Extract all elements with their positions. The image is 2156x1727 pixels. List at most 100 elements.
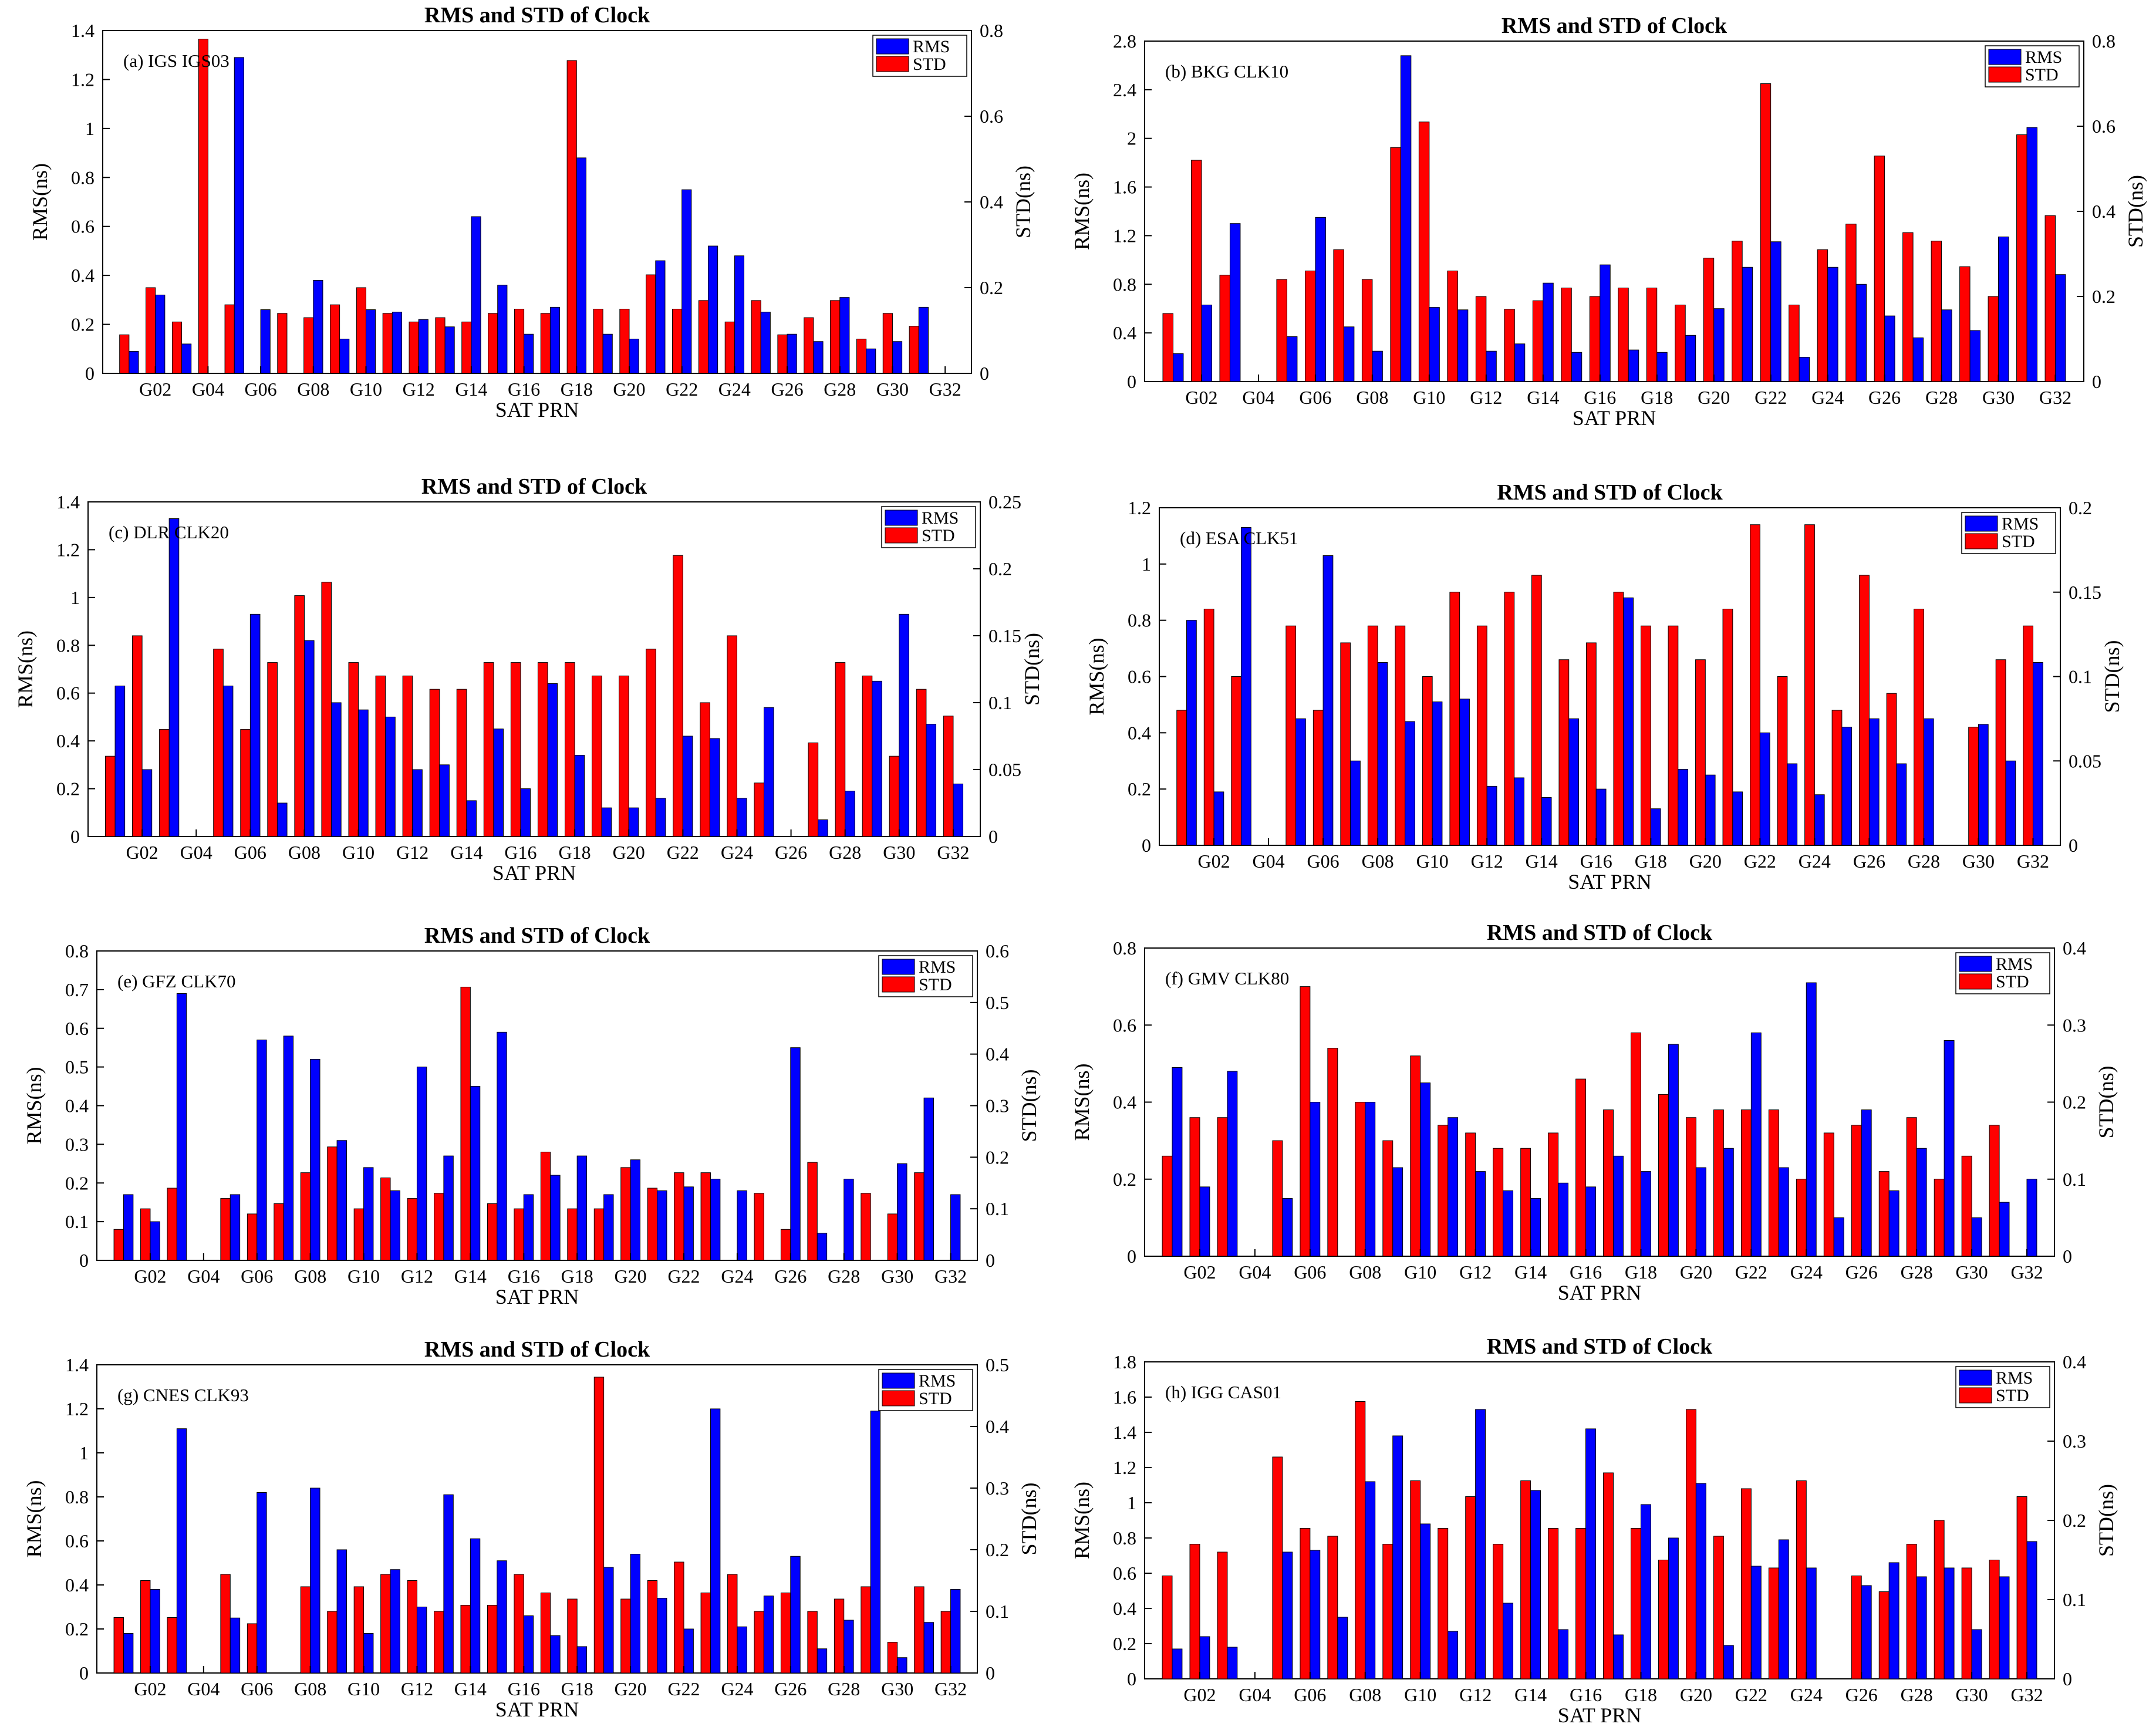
x-tick-label: G26 xyxy=(1845,1261,1878,1283)
bar-rms-G07 xyxy=(1350,760,1361,846)
y-axis-label: RMS(ns) xyxy=(1070,1482,1094,1559)
bar-std-G27 xyxy=(807,1162,818,1261)
x-tick-label: G06 xyxy=(1307,851,1340,872)
bar-rms-G10 xyxy=(363,1167,374,1261)
bar-std-G13 xyxy=(434,1193,444,1261)
y-tick-label: 1.2 xyxy=(71,69,95,90)
y-tick-label: 0.8 xyxy=(1113,274,1136,295)
x-tick-label: G30 xyxy=(881,1266,913,1287)
bar-rms-G12 xyxy=(416,1607,427,1674)
x-tick-label: G10 xyxy=(1416,851,1449,872)
x-tick-label: G08 xyxy=(1362,851,1394,872)
bar-rms-G11 xyxy=(385,716,396,837)
y2-tick-label: 0.2 xyxy=(2063,1092,2086,1113)
bar-std-G20 xyxy=(619,309,630,374)
bar-rms-G11 xyxy=(1459,699,1470,846)
bar-std-G31 xyxy=(1989,1560,2000,1679)
bar-std-G03 xyxy=(167,1617,177,1674)
bar-std-G28 xyxy=(830,300,841,374)
legend-swatch-std xyxy=(882,976,915,993)
bar-rms-G17 xyxy=(549,306,561,374)
bar-rms-G32 xyxy=(2055,274,2066,382)
x-tick-label: G02 xyxy=(139,379,171,400)
bar-rms-G05 xyxy=(230,1194,241,1261)
bar-std-G14 xyxy=(456,689,467,837)
y2-tick-label: 0.8 xyxy=(2092,31,2115,52)
bar-std-G23 xyxy=(700,702,710,837)
bar-std-G32 xyxy=(943,716,954,837)
bar-rms-G02 xyxy=(1199,1636,1210,1679)
bar-rms-G12 xyxy=(1486,350,1497,382)
x-tick-label: G20 xyxy=(615,1678,647,1699)
bar-std-G15 xyxy=(488,313,498,374)
bar-std-G17 xyxy=(1603,1109,1614,1257)
bar-std-G03 xyxy=(1231,676,1242,846)
chart-panel-7: RMS and STD of Clock 0 0.2 0.4 0.6 0.8 1 1.2 1.4… xyxy=(22,1337,1041,1721)
bar-rms-G21 xyxy=(655,798,666,837)
bar-rms-G26 xyxy=(790,1556,801,1674)
bar-std-G08 xyxy=(1355,1401,1366,1679)
bar-rms-G22 xyxy=(1770,241,1782,382)
bar-std-G21 xyxy=(1713,1109,1724,1257)
bar-std-G24 xyxy=(724,321,735,374)
chart-title: RMS and STD of Clock xyxy=(424,3,650,28)
bar-rms-G21 xyxy=(1732,791,1743,846)
bar-rms-G19 xyxy=(1668,1537,1679,1679)
bar-std-G21 xyxy=(1713,1536,1724,1679)
bar-std-G22 xyxy=(673,555,683,837)
y-tick-label: 1.4 xyxy=(1113,1422,1136,1443)
bar-std-G13 xyxy=(1504,592,1515,846)
bar-rms-G06 xyxy=(1315,217,1326,382)
legend-swatch-rms xyxy=(1965,515,1998,532)
bar-std-G13 xyxy=(1504,309,1515,382)
bar-std-G25 xyxy=(1823,1132,1834,1257)
chart-panel-1: RMS and STD of Clock 0 0.2 0.4 0.6 0.8 1 1.2 1.4… xyxy=(28,3,1035,421)
bar-std-G21 xyxy=(647,1188,658,1261)
bar-std-G02 xyxy=(132,635,143,837)
chart-panel-8: RMS and STD of Clock 0 0.2 0.4 0.6 0.8 1 1.2 1.4… xyxy=(1070,1334,2118,1727)
y2-tick-label: 0.15 xyxy=(988,625,1021,646)
bar-std-G02 xyxy=(1203,609,1214,846)
bar-std-G30 xyxy=(1961,1155,1972,1257)
y-tick-label: 0.6 xyxy=(65,1018,89,1039)
bar-rms-G31 xyxy=(1999,1576,2010,1679)
bar-std-G23 xyxy=(1768,1109,1779,1257)
bar-std-G16 xyxy=(514,1208,524,1261)
bar-rms-G27 xyxy=(1888,1190,1899,1257)
y-tick-label: 0.6 xyxy=(1128,666,1151,687)
bar-std-G30 xyxy=(882,313,893,374)
bar-rms-G03 xyxy=(168,518,180,837)
bar-std-G12 xyxy=(407,1198,417,1261)
bar-std-G31 xyxy=(914,1172,925,1261)
bar-rms-G01 xyxy=(1186,620,1197,846)
legend-label-std: STD xyxy=(919,975,952,994)
legend-label-rms: RMS xyxy=(2002,514,2039,534)
bar-rms-G08 xyxy=(1377,662,1388,846)
x-tick-label: G24 xyxy=(1790,1684,1823,1705)
bar-std-G21 xyxy=(646,649,656,837)
bar-rms-G27 xyxy=(1888,1562,1899,1679)
bar-rms-G19 xyxy=(1685,335,1696,382)
bar-rms-G11 xyxy=(390,1190,400,1261)
bar-rms-G10 xyxy=(1420,1082,1431,1257)
bar-std-G11 xyxy=(375,675,386,837)
x-tick-label: G12 xyxy=(1471,851,1503,872)
legend-label-std: STD xyxy=(2025,65,2059,85)
x-tick-label: G14 xyxy=(1514,1261,1547,1283)
bar-std-G08 xyxy=(1355,1102,1366,1257)
bar-rms-G23 xyxy=(1778,1167,1789,1257)
bar-rms-G10 xyxy=(358,709,369,837)
y-axis-label: RMS(ns) xyxy=(1070,173,1094,250)
bar-rms-G27 xyxy=(818,819,828,837)
bar-rms-G16 xyxy=(1600,264,1611,382)
bar-rms-G31 xyxy=(918,306,929,374)
x-tick-label: G14 xyxy=(1514,1684,1547,1705)
bar-std-G06 xyxy=(1304,271,1316,382)
x-tick-label: G32 xyxy=(934,1678,967,1699)
bar-rms-G02 xyxy=(155,295,166,374)
y-tick-label: 0.2 xyxy=(56,778,80,800)
bar-rms-G01 xyxy=(123,1633,134,1674)
bar-std-G24 xyxy=(1804,524,1815,846)
